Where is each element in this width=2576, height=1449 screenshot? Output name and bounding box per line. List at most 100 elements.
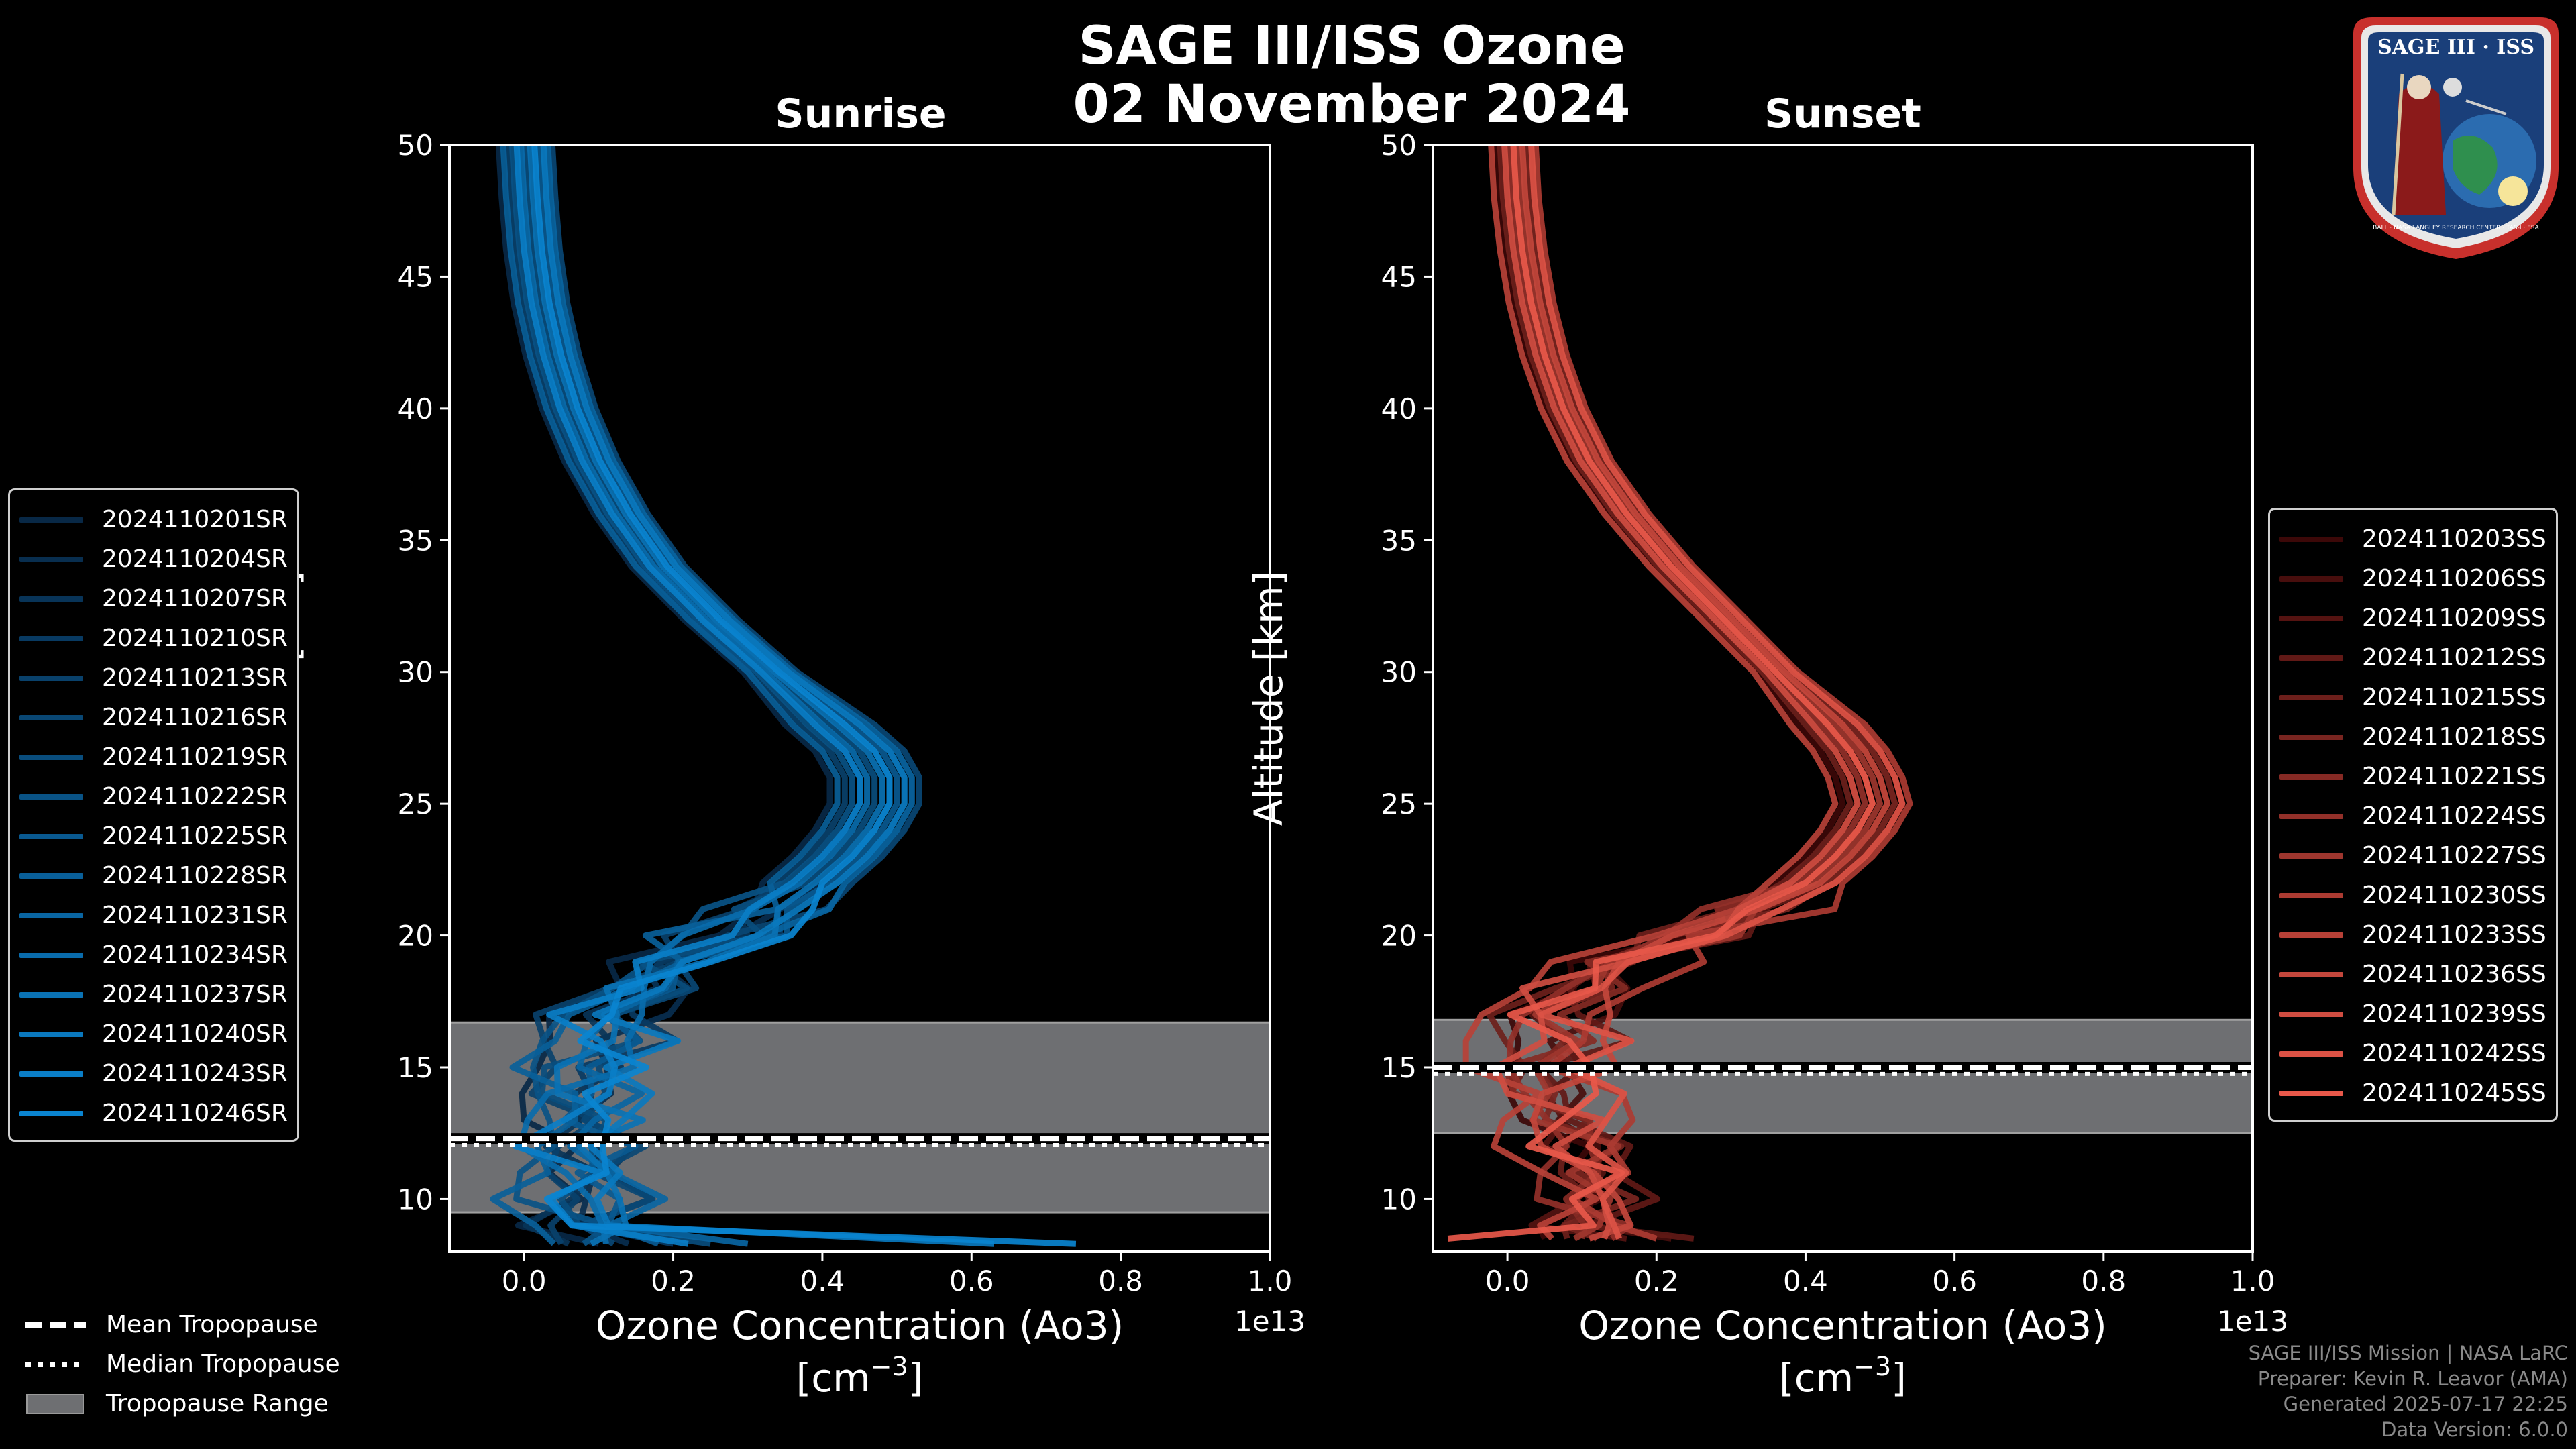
legend-item-2024110245SS: 2024110245SS <box>2279 1073 2546 1113</box>
legend-item-2024110243SR: 2024110243SR <box>19 1054 288 1093</box>
main-title-line2: 02 November 2024 <box>1073 74 1630 135</box>
legend-swatch <box>2279 932 2343 938</box>
legend-item-2024110210SR: 2024110210SR <box>19 619 288 658</box>
legend-item-2024110207SR: 2024110207SR <box>19 579 288 619</box>
legend-swatch <box>19 1071 83 1077</box>
legend-label: 2024110230SS <box>2362 881 2546 909</box>
y-tick-label: 25 <box>398 788 433 820</box>
legend-swatch <box>19 517 83 523</box>
sage-iii-iss-logo: SAGE III · ISS BALL · NASA LANGLEY RESEA… <box>2353 17 2559 259</box>
legend-swatch <box>2279 1090 2343 1096</box>
legend-item-2024110237SR: 2024110237SR <box>19 975 288 1014</box>
x-tick-label: 1.0 <box>2231 1265 2275 1297</box>
legend-label: 2024110243SR <box>102 1060 288 1087</box>
legend-label: 2024110225SR <box>102 822 288 850</box>
legend-item-2024110221SS: 2024110221SS <box>2279 757 2546 796</box>
badge-title: SAGE III · ISS <box>2377 36 2534 59</box>
y-tick-label: 50 <box>398 129 433 162</box>
legend-mean-tropopause: Mean Tropopause <box>7 1305 340 1344</box>
credits: SAGE III/ISS Mission | NASA LaRC Prepare… <box>2249 1340 2568 1442</box>
legend-item-2024110212SS: 2024110212SS <box>2279 638 2546 678</box>
legend-mean-label: Mean Tropopause <box>106 1311 318 1338</box>
legend-tropopause-range: Tropopause Range <box>7 1384 340 1424</box>
x-axis-label: Ozone Concentration (Ao3) <box>596 1303 1124 1348</box>
legend-item-2024110234SR: 2024110234SR <box>19 935 288 975</box>
y-tick-label: 45 <box>398 260 433 293</box>
x-offset-label: 1e13 <box>2217 1305 2288 1338</box>
legend-item-2024110242SS: 2024110242SS <box>2279 1034 2546 1073</box>
legend-swatch <box>2279 773 2343 780</box>
main-title-line1: SAGE III/ISS Ozone <box>1078 16 1625 76</box>
legend-item-2024110239SS: 2024110239SS <box>2279 994 2546 1034</box>
legend-label: 2024110207SR <box>102 585 288 612</box>
legend-swatch <box>19 754 83 760</box>
legend-swatch <box>19 556 83 562</box>
credits-line-1: SAGE III/ISS Mission | NASA LaRC <box>2248 1342 2568 1364</box>
profile-line-2024110239SS <box>1493 144 1861 1240</box>
legend-swatch <box>19 952 83 958</box>
legend-label: 2024110233SS <box>2362 921 2546 949</box>
profile-line-2024110246SR <box>531 144 1077 1247</box>
y-tick-label: 15 <box>1381 1051 1417 1084</box>
panel-title: Sunset <box>1764 91 1921 138</box>
legend-item-2024110215SS: 2024110215SS <box>2279 678 2546 717</box>
legend-label: 2024110218SS <box>2362 723 2546 751</box>
legend-swatch <box>19 833 83 839</box>
x-tick-label: 0.2 <box>1634 1265 1679 1297</box>
legend-swatch <box>2279 892 2343 898</box>
profile-line-2024110233SS <box>1462 144 1839 1241</box>
dashed-line-icon <box>25 1322 86 1328</box>
legend-item-2024110230SS: 2024110230SS <box>2279 875 2546 915</box>
legend-item-2024110201SR: 2024110201SR <box>19 500 288 539</box>
legend-item-2024110224SS: 2024110224SS <box>2279 796 2546 836</box>
legend-swatch <box>2279 813 2343 819</box>
legend-label: 2024110210SR <box>102 625 288 652</box>
legend-label: 2024110213SR <box>102 664 288 692</box>
legend-label: 2024110227SS <box>2362 842 2546 869</box>
y-tick-label: 30 <box>398 656 433 689</box>
legend-item-2024110209SS: 2024110209SS <box>2279 598 2546 638</box>
credits-line-3: Generated 2025-07-17 22:25 <box>2283 1393 2568 1415</box>
legend-item-2024110206SS: 2024110206SS <box>2279 559 2546 598</box>
legend-swatch <box>19 596 83 602</box>
y-tick-label: 20 <box>398 920 433 953</box>
legend-item-2024110225SR: 2024110225SR <box>19 816 288 856</box>
legend-item-2024110203SS: 2024110203SS <box>2279 519 2546 559</box>
legend-swatch <box>2279 1011 2343 1017</box>
legend-swatch <box>19 794 83 800</box>
legend-swatch <box>2279 536 2343 542</box>
y-tick-label: 40 <box>398 392 433 425</box>
tropopause-legend: Mean Tropopause Median Tropopause Tropop… <box>7 1305 340 1424</box>
y-tick-label: 15 <box>398 1051 433 1084</box>
axes-frame <box>1432 144 2254 1253</box>
profile-line-2024110234SR <box>517 144 871 1245</box>
legend-label: 2024110240SR <box>102 1020 288 1048</box>
profile-line-2024110245SS <box>1447 144 1876 1242</box>
profile-line-2024110242SS <box>1528 144 1906 1240</box>
legend-label: 2024110203SS <box>2362 525 2546 553</box>
y-tick-label: 45 <box>1381 260 1417 293</box>
legend-label: 2024110237SR <box>102 981 288 1008</box>
legend-swatch <box>2279 694 2343 700</box>
legend-swatch <box>2279 576 2343 582</box>
x-tick-label: 0.2 <box>651 1265 696 1297</box>
y-tick-label: 30 <box>1381 656 1417 689</box>
x-tick-label: 0.6 <box>1932 1265 1977 1297</box>
legend-label: 2024110239SS <box>2362 1000 2546 1028</box>
legend-swatch <box>2279 615 2343 621</box>
x-offset-label: 1e13 <box>1234 1305 1305 1338</box>
legend-item-2024110246SR: 2024110246SR <box>19 1093 288 1133</box>
legend-swatch <box>19 675 83 681</box>
x-tick-label: 0.8 <box>2081 1265 2126 1297</box>
legend-label: 2024110224SS <box>2362 802 2546 830</box>
legend-label: 2024110222SR <box>102 783 288 810</box>
x-tick-label: 0.4 <box>1783 1265 1828 1297</box>
legend-label: 2024110204SR <box>102 545 288 573</box>
panel-title: Sunrise <box>775 91 946 138</box>
legend-item-2024110231SR: 2024110231SR <box>19 896 288 935</box>
legend-label: 2024110245SS <box>2362 1079 2546 1107</box>
legend-median-label: Median Tropopause <box>106 1350 340 1378</box>
legend-swatch <box>19 1110 83 1116</box>
profile-line-2024110203SS <box>1492 144 1846 1240</box>
legend-label: 2024110228SR <box>102 862 288 890</box>
